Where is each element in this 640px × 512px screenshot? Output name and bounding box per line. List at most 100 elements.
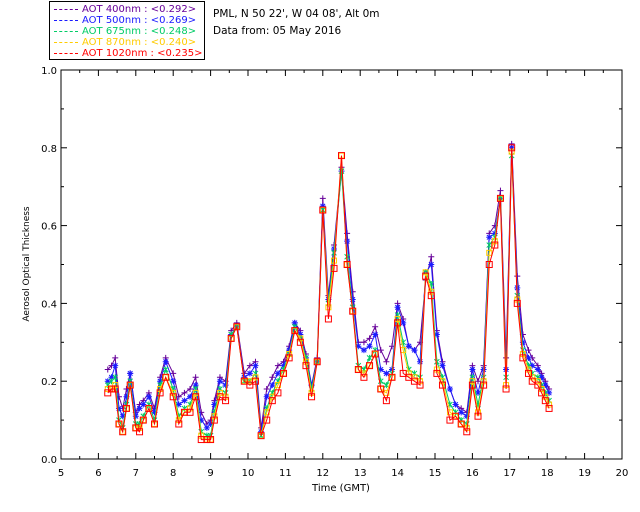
series-point-870 <box>546 401 553 408</box>
series-point-400 <box>181 389 188 396</box>
series-point-1020 <box>151 420 158 428</box>
x-tick-label: 14 <box>391 468 404 479</box>
series-point-1020 <box>410 377 418 385</box>
series-point-1020 <box>268 397 276 405</box>
y-tick-label: 1.0 <box>41 66 57 77</box>
series-point-1020 <box>354 366 362 374</box>
series-point-1020 <box>210 416 218 424</box>
series-point-500 <box>104 378 111 385</box>
series-point-500 <box>349 296 356 303</box>
series-point-1020 <box>162 373 170 381</box>
series-point-400 <box>360 339 367 346</box>
series-point-1020 <box>280 369 288 377</box>
y-tick-label: 0.6 <box>41 222 57 233</box>
series-point-500 <box>162 358 169 365</box>
legend-swatch-870 <box>54 42 78 43</box>
series-point-1020 <box>382 397 390 405</box>
series-point-500 <box>280 362 287 369</box>
x-tick-label: 7 <box>133 468 139 479</box>
series-point-1020 <box>186 408 194 416</box>
series-point-1020 <box>474 412 482 420</box>
series-point-500 <box>127 370 134 377</box>
y-tick-label: 0.8 <box>41 144 57 155</box>
series-point-675 <box>383 382 390 389</box>
series-point-500 <box>411 347 418 354</box>
series-point-1020 <box>175 420 183 428</box>
x-tick-label: 6 <box>95 468 101 479</box>
series-point-500 <box>170 378 177 385</box>
y-tick-label: 0.2 <box>41 377 57 388</box>
series-point-500 <box>132 413 139 420</box>
legend-label-675: AOT 675nm : <0.248> <box>82 26 197 37</box>
series-point-500 <box>274 370 281 377</box>
legend-label-870: AOT 870nm : <0.240> <box>82 37 197 48</box>
series-point-500 <box>108 374 115 381</box>
series-point-1020 <box>513 299 521 307</box>
series-point-675 <box>372 347 379 354</box>
data-date: Data from: 05 May 2016 <box>213 25 342 37</box>
series-point-870 <box>542 393 549 400</box>
series-point-1020 <box>139 416 147 424</box>
series-line-1020 <box>107 147 550 441</box>
series-point-1020 <box>233 323 241 331</box>
series-point-1020 <box>302 362 310 370</box>
series-point-1020 <box>251 377 259 385</box>
legend-swatch-400 <box>54 9 78 10</box>
series-point-500 <box>538 374 545 381</box>
series-point-1020 <box>207 436 215 444</box>
series-point-500 <box>446 385 453 392</box>
series-point-1020 <box>115 420 123 428</box>
series-point-500 <box>377 366 384 373</box>
series-point-870 <box>252 374 259 381</box>
series-point-400 <box>112 354 119 361</box>
series-point-500 <box>546 389 553 396</box>
station-location: PML, N 50 22', W 04 08', Alt 0m <box>213 8 380 20</box>
series-point-500 <box>263 393 270 400</box>
series-point-1020 <box>291 327 299 335</box>
legend-entry-500: AOT 500nm : <0.269> <box>54 15 196 26</box>
series-point-500 <box>136 405 143 412</box>
series-point-675 <box>252 370 259 377</box>
series-point-400 <box>170 370 177 377</box>
legend-label-500: AOT 500nm : <0.269> <box>82 15 197 26</box>
series-point-500 <box>452 401 459 408</box>
series-point-1020 <box>122 404 130 412</box>
x-tick-label: 8 <box>170 468 176 479</box>
series-point-500 <box>207 420 214 427</box>
series-point-500 <box>469 366 476 373</box>
series-point-1020 <box>485 261 493 268</box>
series-point-1020 <box>126 381 134 389</box>
series-point-1020 <box>222 397 230 405</box>
legend-entry-400: AOT 400nm : <0.292> <box>54 4 196 15</box>
series-point-1020 <box>324 315 332 323</box>
series-point-500 <box>428 261 435 268</box>
series-point-400 <box>123 385 130 392</box>
series-point-500 <box>534 366 541 373</box>
series-point-870 <box>439 378 446 385</box>
series-point-1020 <box>263 416 271 424</box>
series-point-1020 <box>538 389 546 397</box>
series-point-500 <box>383 370 390 377</box>
series-point-1020 <box>502 385 510 393</box>
series-point-1020 <box>343 261 351 268</box>
series-point-675 <box>146 401 152 408</box>
x-axis-label: Time (GMT) <box>311 483 370 494</box>
series-point-1020 <box>111 385 119 393</box>
series-point-400 <box>525 347 532 354</box>
series-point-500 <box>366 343 373 350</box>
series-point-675 <box>112 374 119 381</box>
series-point-500 <box>175 401 182 408</box>
legend-label-400: AOT 400nm : <0.292> <box>82 4 197 15</box>
series-point-870 <box>112 382 119 389</box>
y-axis-label: Aerosol Optical Thickness <box>22 206 32 322</box>
series-point-870 <box>216 389 223 396</box>
series-point-870 <box>486 249 493 256</box>
series-point-1020 <box>433 369 441 377</box>
series-point-500 <box>475 389 482 396</box>
series-point-1020 <box>136 428 144 436</box>
series-point-1020 <box>422 272 430 280</box>
series-point-1020 <box>528 377 536 385</box>
series-point-500 <box>291 319 298 326</box>
series-point-1020 <box>457 420 465 428</box>
